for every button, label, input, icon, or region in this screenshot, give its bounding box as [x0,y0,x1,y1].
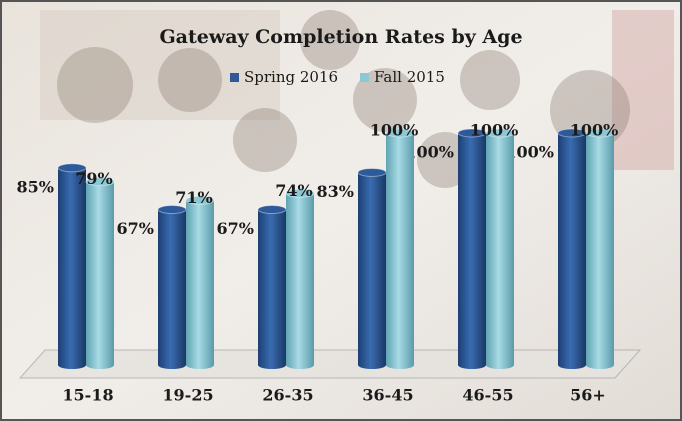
value-label: 79% [75,169,112,188]
value-label: 74% [275,181,312,200]
bar-base [58,361,86,369]
bar [58,167,86,365]
bar [158,209,186,365]
bar-base [258,361,286,369]
x-tick-label: 26-35 [262,386,313,405]
bar [258,209,286,365]
bar [86,181,114,365]
bar [386,133,414,365]
photo-curtain [612,10,674,170]
legend-label: Spring 2016 [244,68,338,86]
value-label: 71% [175,188,212,207]
bar-top [385,128,415,138]
bar-base [586,361,614,369]
bar [458,133,486,365]
bar [586,133,614,365]
value-label: 100% [570,121,619,140]
x-tick-label: 46-55 [462,386,513,405]
value-label: 67% [117,219,154,238]
bar-top [185,195,215,205]
bar-base [486,361,514,369]
value-label: 100% [505,143,554,162]
bar-top [585,128,615,138]
bar-top [357,167,387,177]
bar-top [285,188,315,198]
value-label: 100% [370,121,419,140]
bar-base [286,361,314,369]
bar-base [558,361,586,369]
photo-tapestry [40,10,280,120]
bar [358,172,386,365]
bar-base [86,361,114,369]
bar [486,133,514,365]
x-tick-label: 56+ [570,386,606,405]
bar [186,200,214,365]
bar [558,133,586,365]
x-tick-label: 19-25 [162,386,213,405]
bar [286,193,314,365]
bar-base [386,361,414,369]
x-tick-label: 15-18 [62,386,113,405]
legend-swatch [230,73,239,82]
bar-top [85,177,115,187]
bar-top [57,163,87,173]
bar-base [158,361,186,369]
legend-swatch [360,73,369,82]
value-label: 100% [470,121,519,140]
value-label: 67% [217,219,254,238]
bar-top [485,128,515,138]
bar-base [458,361,486,369]
value-label: 83% [317,182,354,201]
value-label: 100% [405,143,454,162]
legend-label: Fall 2015 [374,68,445,86]
bar-base [186,361,214,369]
value-label: 85% [17,177,54,196]
bar-top [257,205,287,215]
x-tick-label: 36-45 [362,386,413,405]
chart-title: Gateway Completion Rates by Age [159,26,522,48]
bar-base [358,361,386,369]
